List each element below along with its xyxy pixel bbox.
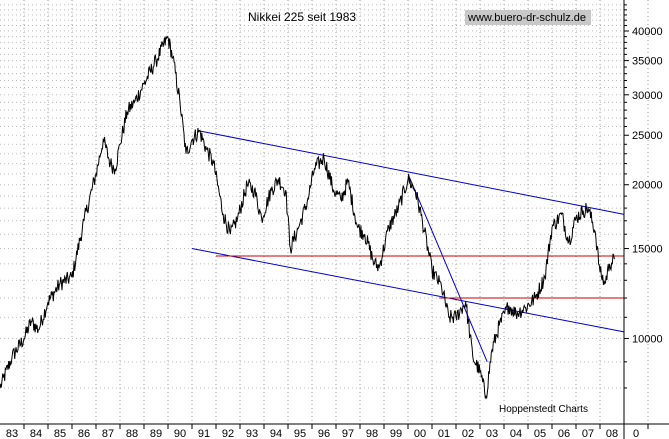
y-tick-label: 20000 [632, 180, 663, 192]
x-tick-label: 01 [438, 428, 450, 439]
x-tick-label: 99 [390, 428, 402, 439]
site-label-bg [465, 10, 591, 25]
x-tick-label: 87 [102, 428, 114, 439]
x-tick-label: 04 [510, 428, 522, 439]
x-tick-label: 07 [582, 428, 594, 439]
y-axis-ticks: 40000 35000 30000 25000 20000 15000 10000 [624, 4, 663, 389]
x-tick-label: 85 [54, 428, 66, 439]
x-tick-label: 96 [318, 428, 330, 439]
x-tick-label: 98 [366, 428, 378, 439]
x-tick-label: 84 [30, 428, 42, 439]
trendline-0 [199, 130, 625, 215]
x-tick-label: 83 [6, 428, 18, 439]
y-tick-label: 30000 [632, 90, 663, 102]
x-tick-label: 97 [342, 428, 354, 439]
x-tick-label: 94 [270, 428, 282, 439]
site-label: www.buero-dr-schulz.de [467, 12, 586, 24]
y-tick-label: 15000 [632, 244, 663, 256]
x-tick-label: 00 [414, 428, 426, 439]
y-tick-label: 35000 [632, 56, 663, 68]
x-tick-label: 86 [78, 428, 90, 439]
x-tick-label: 08 [606, 428, 618, 439]
x-tick-label: 05 [534, 428, 546, 439]
x-tick-label: 95 [294, 428, 306, 439]
x-tick-label: 89 [150, 428, 162, 439]
x-tick-label: 88 [126, 428, 138, 439]
x-tick-label: 92 [222, 428, 234, 439]
x-tick-label: 91 [198, 428, 210, 439]
x-axis-ticks: 83 84 85 86 87 88 89 90 91 92 93 94 95 96 97 98 99 00 01 02… [6, 424, 649, 439]
y-tick-label: 10000 [632, 333, 663, 345]
trendline-2 [407, 173, 488, 363]
chart-grid [0, 0, 649, 424]
x-tick-label: 90 [174, 428, 186, 439]
y-tick-label: 25000 [632, 130, 663, 142]
x-tick-label: 03 [486, 428, 498, 439]
x-tick-label: 0 [633, 428, 639, 439]
chart-annotations [191, 130, 625, 363]
y-tick-label: 40000 [632, 26, 663, 38]
trendline-1 [191, 248, 625, 333]
x-tick-label: 02 [462, 428, 474, 439]
source-label: Hoppenstedt Charts [499, 404, 588, 415]
x-tick-label: 93 [246, 428, 258, 439]
chart-title: Nikkei 225 seit 1983 [248, 10, 356, 24]
x-tick-label: 06 [558, 428, 570, 439]
series-line-nikkei [0, 35, 615, 400]
